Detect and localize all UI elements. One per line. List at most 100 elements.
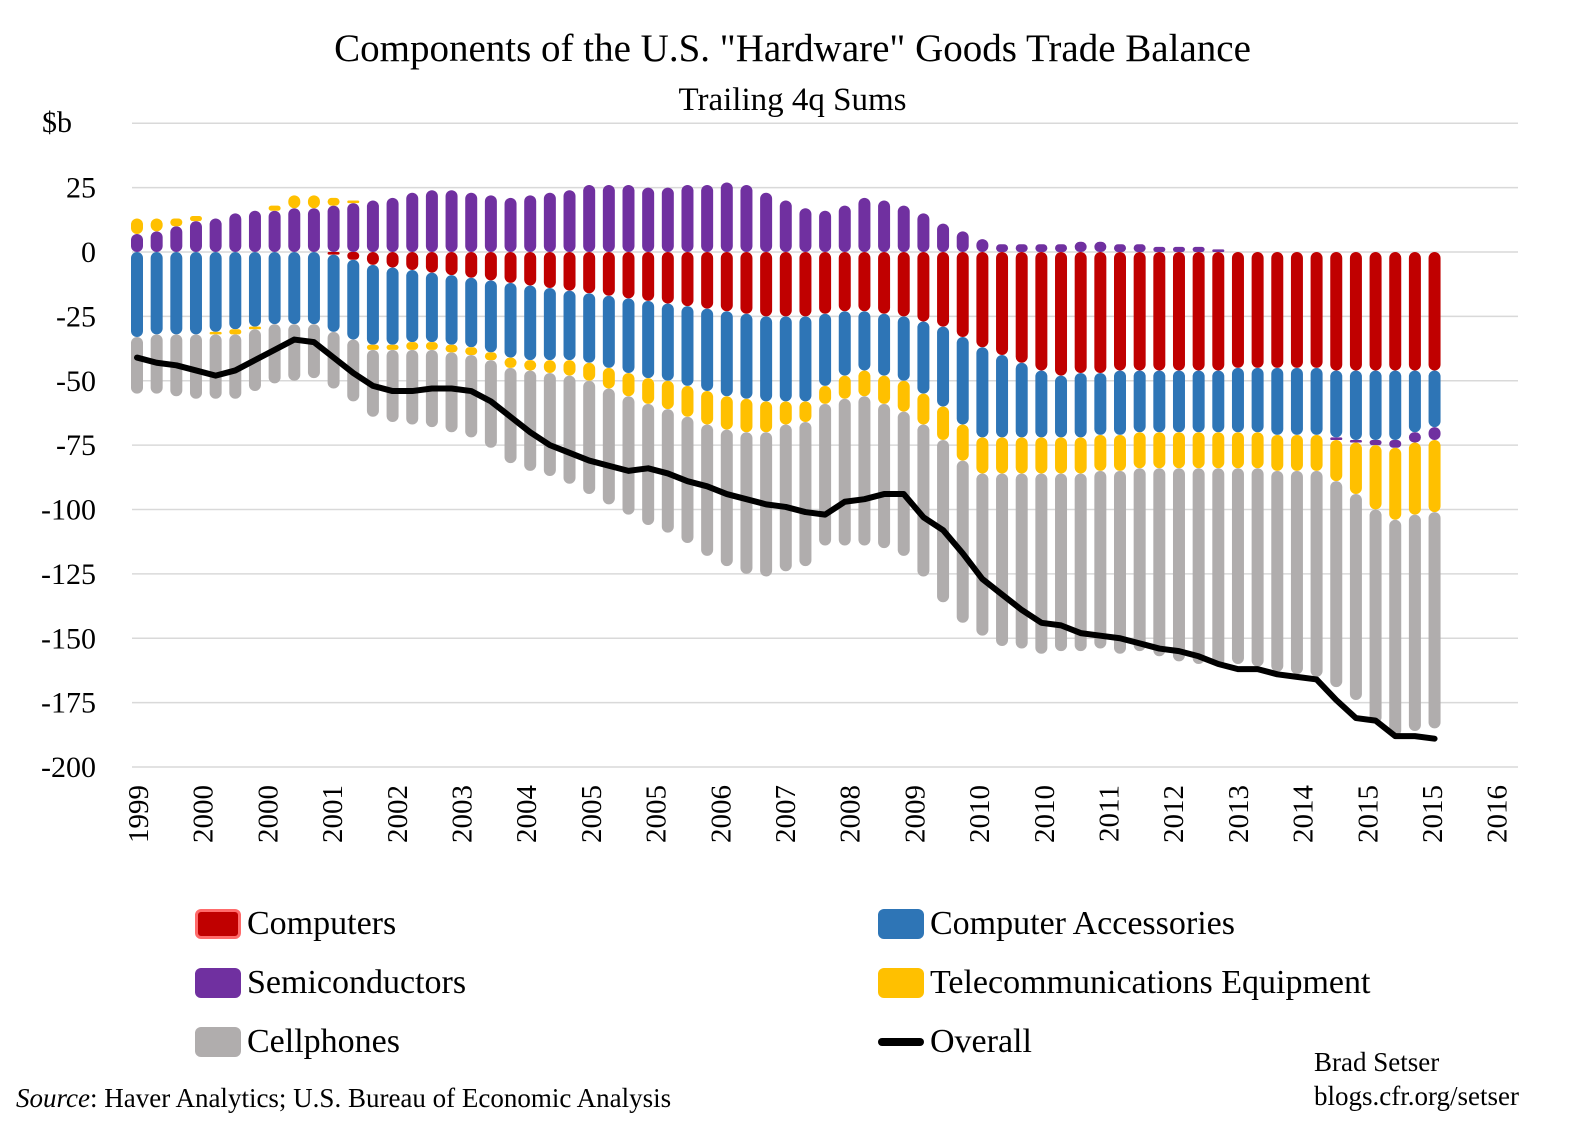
bar-segment	[996, 244, 1009, 252]
bar-segment	[1330, 481, 1343, 688]
bar-segment	[288, 195, 301, 209]
bar-segment	[504, 252, 517, 283]
bar-segment	[720, 396, 733, 430]
bar-segment	[1408, 514, 1421, 731]
bar-segment	[1271, 434, 1284, 471]
source-text: : Haver Analytics; U.S. Bureau of Econom…	[89, 1083, 672, 1113]
bar-segment	[406, 349, 419, 425]
bar-segment	[1192, 252, 1205, 371]
bar-segment	[661, 303, 674, 381]
y-tick-label: 25	[66, 172, 96, 205]
bar-segment	[131, 233, 143, 252]
bar-segment	[1389, 447, 1402, 520]
bar-segment	[1408, 432, 1421, 443]
bar-segment	[1192, 468, 1205, 664]
bar-segment	[937, 406, 950, 440]
bar-segment	[209, 331, 222, 335]
legend-item-computer-accessories: Computer Accessories	[878, 904, 1235, 944]
bar-segment	[1369, 445, 1382, 510]
legend-item-telecommunications-equipment: Telecommunications Equipment	[878, 963, 1370, 1003]
bar-segment	[425, 272, 438, 343]
bar-segment	[799, 252, 812, 317]
bar-segment	[1251, 252, 1264, 368]
bar-segment	[1212, 370, 1225, 433]
bar-segment	[956, 231, 969, 252]
bar-segment	[1074, 252, 1087, 374]
bar-segment	[661, 252, 674, 304]
y-tick-label: -75	[56, 429, 96, 462]
bar-segment	[1290, 434, 1303, 471]
bar-segment	[1271, 252, 1284, 368]
bar-segment	[1408, 442, 1421, 515]
bar-segment	[760, 252, 773, 317]
bar-segment	[583, 185, 596, 252]
bar-segment	[288, 324, 301, 381]
bar-segment	[1035, 437, 1048, 474]
x-tick-label: 2011	[1094, 785, 1126, 842]
bar-segment	[1114, 434, 1126, 471]
bar-segment	[1428, 252, 1441, 371]
bar-segment	[858, 197, 871, 252]
bar-segment	[701, 424, 714, 556]
y-tick-label: -100	[41, 494, 96, 527]
bar-segment	[307, 252, 320, 325]
bar-segment	[170, 252, 183, 335]
bar-segment	[1428, 370, 1441, 428]
bar-segment	[386, 267, 399, 345]
bar-segment	[484, 280, 497, 353]
bar-segment	[1231, 468, 1244, 664]
bar-segment	[1015, 244, 1028, 252]
bar-segment	[484, 252, 497, 281]
bar-segment	[799, 401, 812, 422]
bar-segment	[1330, 370, 1343, 438]
bar-segment	[347, 203, 360, 252]
bar-segment	[1153, 370, 1166, 433]
credit: Brad Setser blogs.cfr.org/setser	[1314, 1045, 1519, 1113]
legend-label-telecommunications-equipment: Telecommunications Equipment	[930, 964, 1371, 1001]
bar-segment	[1074, 373, 1087, 438]
bar-segment	[347, 252, 360, 260]
y-tick-label: -25	[56, 300, 96, 333]
bar-segment	[386, 344, 399, 350]
x-tick-label: 2005	[641, 785, 673, 843]
bar-segment	[1015, 252, 1028, 363]
bar-segment	[1251, 367, 1264, 433]
bar-segment	[543, 252, 556, 289]
bar-segment	[1349, 252, 1362, 371]
bar-segment	[779, 401, 792, 425]
bar-segment	[1231, 252, 1244, 368]
bar-segment	[1055, 437, 1068, 474]
bar-segment	[504, 357, 517, 368]
chart-subtitle: Trailing 4q Sums	[678, 82, 907, 118]
bar-segment	[622, 298, 635, 374]
bar-segment	[288, 208, 301, 252]
bar-segment	[1074, 473, 1087, 652]
bar-segment	[1172, 468, 1185, 662]
bar-segment	[976, 347, 989, 438]
bar-segment	[917, 321, 930, 394]
y-tick-label: 0	[81, 236, 96, 269]
bar-segment	[366, 264, 379, 345]
bar-segment	[1310, 252, 1323, 368]
bar-segment	[1369, 370, 1382, 440]
bar-segment	[642, 252, 655, 301]
bar-segment	[445, 344, 458, 353]
bar-segment	[1035, 244, 1048, 252]
x-tick-label: 2008	[835, 785, 867, 843]
bar-segment	[248, 210, 261, 252]
bar-segment	[799, 208, 812, 252]
bar-segment	[956, 336, 969, 425]
bar-segment	[1349, 442, 1362, 495]
bar-segment	[661, 187, 674, 252]
x-tick-label: 2006	[705, 785, 737, 843]
bar-segment	[1310, 470, 1323, 677]
bar-segment	[681, 252, 694, 307]
bar-segment	[740, 252, 753, 314]
bar-segment	[248, 252, 261, 327]
bar-segment	[878, 252, 891, 314]
bar-segment	[1389, 370, 1402, 440]
legend-label-overall: Overall	[930, 1023, 1032, 1060]
bar-segment	[917, 252, 930, 322]
bar-segment	[1055, 375, 1068, 438]
